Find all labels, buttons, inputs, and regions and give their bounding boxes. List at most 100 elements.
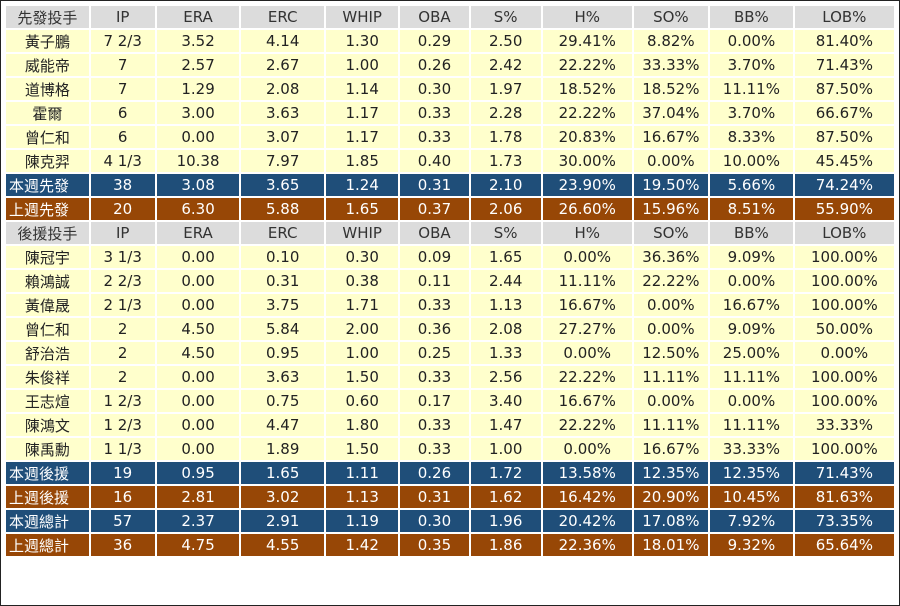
cell-erc: 4.14 <box>241 30 325 52</box>
cell-whip: 1.50 <box>326 438 399 460</box>
cell-bb-pct: 0.00% <box>710 270 793 292</box>
cell-so-pct: 0.00% <box>633 390 709 412</box>
summary-cell-erc: 3.65 <box>241 174 325 196</box>
summary-cell-oba: 0.35 <box>400 534 469 556</box>
summary-cell-erc: 3.02 <box>241 486 325 508</box>
column-header-ip: IP <box>90 222 155 244</box>
cell-so-pct: 37.04% <box>633 102 709 124</box>
summary-cell-lob-pct: 71.43% <box>794 462 894 484</box>
cell-so-pct: 22.22% <box>633 270 709 292</box>
summary-cell-s-pct: 1.72 <box>470 462 541 484</box>
cell-oba: 0.33 <box>400 102 469 124</box>
cell-s-pct: 1.33 <box>470 342 541 364</box>
summary-cell-name: 本週先發 <box>6 174 89 196</box>
cell-erc: 0.75 <box>241 390 325 412</box>
summary-cell-h-pct: 13.58% <box>542 462 632 484</box>
column-header-h-pct: H% <box>542 222 632 244</box>
summary-cell-lob-pct: 81.63% <box>794 486 894 508</box>
stats-body: 先發投手 IP ERA ERC WHIP OBA S% H% SO% BB% LOB% 黃子鵬 7 2/… <box>6 6 894 556</box>
cell-name: 陳鴻文 <box>6 414 89 436</box>
column-header-h-pct: H% <box>542 6 632 28</box>
cell-so-pct: 0.00% <box>633 318 709 340</box>
cell-ip: 1 2/3 <box>90 414 155 436</box>
column-header-era: ERA <box>156 6 240 28</box>
summary-cell-bb-pct: 8.51% <box>710 198 793 220</box>
summary-cell-h-pct: 22.36% <box>542 534 632 556</box>
cell-s-pct: 1.13 <box>470 294 541 316</box>
section-header-row: 後援投手 IP ERA ERC WHIP OBA S% H% SO% BB% LOB% <box>6 222 894 244</box>
cell-s-pct: 1.73 <box>470 150 541 172</box>
column-header-era: ERA <box>156 222 240 244</box>
summary-cell-whip: 1.65 <box>326 198 399 220</box>
table-row: 陳冠宇 3 1/3 0.00 0.10 0.30 0.09 1.65 0.00% 36.36% 9… <box>6 246 894 268</box>
cell-ip: 1 2/3 <box>90 390 155 412</box>
cell-era: 3.00 <box>156 102 240 124</box>
summary-cell-era: 2.37 <box>156 510 240 532</box>
cell-ip: 2 2/3 <box>90 270 155 292</box>
cell-era: 0.00 <box>156 390 240 412</box>
summary-cell-oba: 0.31 <box>400 174 469 196</box>
cell-era: 10.38 <box>156 150 240 172</box>
summary-cell-oba: 0.30 <box>400 510 469 532</box>
cell-so-pct: 18.52% <box>633 78 709 100</box>
cell-era: 0.00 <box>156 366 240 388</box>
summary-cell-whip: 1.24 <box>326 174 399 196</box>
cell-era: 0.00 <box>156 414 240 436</box>
cell-h-pct: 0.00% <box>542 342 632 364</box>
column-header-ip: IP <box>90 6 155 28</box>
cell-oba: 0.11 <box>400 270 469 292</box>
summary-cell-so-pct: 15.96% <box>633 198 709 220</box>
cell-bb-pct: 11.11% <box>710 78 793 100</box>
cell-erc: 0.10 <box>241 246 325 268</box>
summary-cell-lob-pct: 74.24% <box>794 174 894 196</box>
section-header-label: 後援投手 <box>6 222 89 244</box>
cell-oba: 0.29 <box>400 30 469 52</box>
cell-s-pct: 1.78 <box>470 126 541 148</box>
section-header-row: 先發投手 IP ERA ERC WHIP OBA S% H% SO% BB% LOB% <box>6 6 894 28</box>
cell-name: 陳克羿 <box>6 150 89 172</box>
cell-lob-pct: 50.00% <box>794 318 894 340</box>
cell-erc: 2.67 <box>241 54 325 76</box>
summary-cell-name: 上週後援 <box>6 486 89 508</box>
table-row: 舒治浩 2 4.50 0.95 1.00 0.25 1.33 0.00% 12.50% 25.00… <box>6 342 894 364</box>
cell-whip: 1.00 <box>326 342 399 364</box>
cell-whip: 1.85 <box>326 150 399 172</box>
cell-bb-pct: 9.09% <box>710 318 793 340</box>
cell-lob-pct: 0.00% <box>794 342 894 364</box>
summary-cell-oba: 0.31 <box>400 486 469 508</box>
cell-lob-pct: 45.45% <box>794 150 894 172</box>
summary-cell-whip: 1.13 <box>326 486 399 508</box>
summary-cell-oba: 0.26 <box>400 462 469 484</box>
cell-bb-pct: 10.00% <box>710 150 793 172</box>
cell-oba: 0.36 <box>400 318 469 340</box>
cell-era: 0.00 <box>156 294 240 316</box>
cell-bb-pct: 33.33% <box>710 438 793 460</box>
cell-ip: 2 <box>90 342 155 364</box>
cell-oba: 0.33 <box>400 126 469 148</box>
cell-whip: 1.17 <box>326 126 399 148</box>
table-row: 王志煊 1 2/3 0.00 0.75 0.60 0.17 3.40 16.67% 0.00% 0… <box>6 390 894 412</box>
cell-h-pct: 16.67% <box>542 390 632 412</box>
cell-erc: 1.89 <box>241 438 325 460</box>
cell-s-pct: 2.50 <box>470 30 541 52</box>
cell-ip: 7 2/3 <box>90 30 155 52</box>
summary-cell-era: 3.08 <box>156 174 240 196</box>
cell-oba: 0.40 <box>400 150 469 172</box>
cell-bb-pct: 3.70% <box>710 102 793 124</box>
cell-erc: 5.84 <box>241 318 325 340</box>
summary-cell-h-pct: 23.90% <box>542 174 632 196</box>
cell-oba: 0.30 <box>400 78 469 100</box>
cell-s-pct: 2.44 <box>470 270 541 292</box>
cell-name: 陳禹勳 <box>6 438 89 460</box>
cell-h-pct: 18.52% <box>542 78 632 100</box>
summary-row: 上週總計 36 4.75 4.55 1.42 0.35 1.86 22.36% 18.01% 9.… <box>6 534 894 556</box>
cell-so-pct: 16.67% <box>633 126 709 148</box>
cell-ip: 7 <box>90 78 155 100</box>
column-header-whip: WHIP <box>326 6 399 28</box>
cell-erc: 3.63 <box>241 102 325 124</box>
column-header-so-pct: SO% <box>633 222 709 244</box>
summary-cell-era: 0.95 <box>156 462 240 484</box>
cell-lob-pct: 87.50% <box>794 78 894 100</box>
summary-cell-s-pct: 2.10 <box>470 174 541 196</box>
cell-ip: 1 1/3 <box>90 438 155 460</box>
